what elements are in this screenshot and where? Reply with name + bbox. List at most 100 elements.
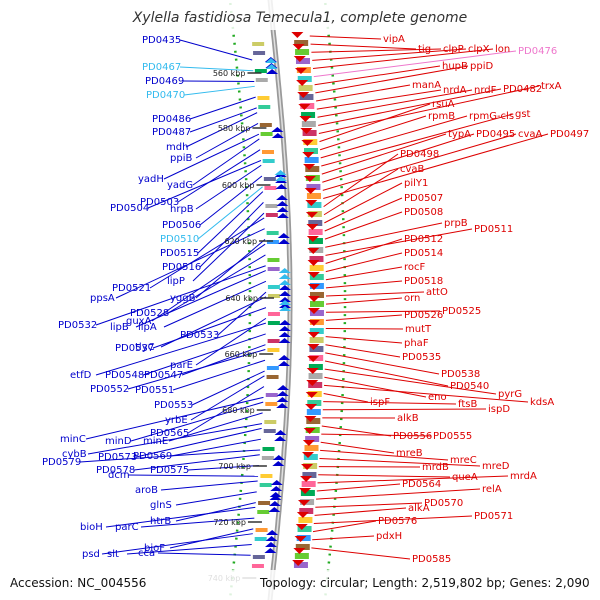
gene-label-PD0578[interactable]: PD0578 bbox=[96, 465, 135, 476]
gene-label-ppsA[interactable]: ppsA bbox=[90, 293, 115, 304]
gene-label-nrdF[interactable]: nrdF bbox=[474, 85, 497, 96]
gene-label-PD0506[interactable]: PD0506 bbox=[162, 220, 201, 231]
gene-label-yggB[interactable]: yggB bbox=[170, 293, 196, 304]
gene-label-yadG[interactable]: yadG bbox=[167, 180, 193, 191]
gene-label-PD0487[interactable]: PD0487 bbox=[152, 127, 191, 138]
gene-label-PD0497[interactable]: PD0497 bbox=[550, 129, 589, 140]
gene-label-glnS[interactable]: glnS bbox=[150, 500, 172, 511]
gene-label-kdsA[interactable]: kdsA bbox=[530, 397, 554, 408]
gene-label-PD0476[interactable]: PD0476 bbox=[518, 46, 557, 57]
gene-label-PD0495[interactable]: PD0495 bbox=[476, 129, 515, 140]
gene-label-hrpB[interactable]: hrpB bbox=[170, 204, 194, 215]
gene-label-nrdA[interactable]: nrdA bbox=[443, 85, 467, 96]
gene-label-mutT[interactable]: mutT bbox=[405, 324, 432, 335]
gene-label-gst[interactable]: gst bbox=[515, 109, 531, 120]
gene-label-pdxH[interactable]: pdxH bbox=[376, 531, 402, 542]
gene-label-mdh[interactable]: mdh bbox=[166, 142, 188, 153]
gene-label-minE[interactable]: minE bbox=[143, 436, 168, 447]
gene-label-trxA[interactable]: trxA bbox=[541, 81, 562, 92]
gene-label-pyrG[interactable]: pyrG bbox=[498, 389, 522, 400]
gene-label-PD0579[interactable]: PD0579 bbox=[42, 457, 81, 468]
gene-label-PD0548[interactable]: PD0548 bbox=[105, 370, 144, 381]
gene-label-minC[interactable]: minC bbox=[60, 434, 86, 445]
gene-label-mrdA[interactable]: mrdA bbox=[510, 471, 537, 482]
gene-label-PD0504[interactable]: PD0504 bbox=[110, 203, 149, 214]
gene-label-lipP[interactable]: lipP bbox=[167, 276, 185, 287]
gene-label-bioF[interactable]: bioF bbox=[144, 543, 165, 554]
gene-label-PD0576[interactable]: PD0576 bbox=[378, 516, 417, 527]
gene-label-guxA[interactable]: guxA bbox=[126, 316, 152, 327]
gene-label-mreB[interactable]: mreB bbox=[396, 448, 423, 459]
gene-label-htrB[interactable]: htrB bbox=[150, 516, 171, 527]
gene-label-PD0521[interactable]: PD0521 bbox=[112, 283, 151, 294]
gene-label-phaF[interactable]: phaF bbox=[404, 338, 429, 349]
gene-label-PD0538[interactable]: PD0538 bbox=[441, 369, 480, 380]
gene-label-rocF[interactable]: rocF bbox=[404, 262, 426, 273]
gene-label-prpB[interactable]: prpB bbox=[444, 218, 468, 229]
gene-label-PD0575[interactable]: PD0575 bbox=[150, 465, 189, 476]
gene-label-PD0515[interactable]: PD0515 bbox=[160, 248, 199, 259]
gene-label-PD0569[interactable]: PD0569 bbox=[133, 451, 172, 462]
gene-label-clpX[interactable]: clpX bbox=[468, 44, 490, 55]
gene-label-mreD[interactable]: mreD bbox=[482, 461, 510, 472]
gene-label-lipA[interactable]: lipA bbox=[138, 322, 157, 333]
gene-label-cvaA[interactable]: cvaA bbox=[518, 129, 543, 140]
gene-label-parC[interactable]: parC bbox=[115, 522, 139, 533]
gene-label-hupB[interactable]: hupB bbox=[442, 61, 468, 72]
gene-label-aroB[interactable]: aroB bbox=[135, 485, 158, 496]
gene-label-PD0435[interactable]: PD0435 bbox=[142, 35, 181, 46]
gene-label-PD0510[interactable]: PD0510 bbox=[160, 234, 199, 245]
gene-label-PD0512[interactable]: PD0512 bbox=[404, 234, 443, 245]
gene-label-PD0571[interactable]: PD0571 bbox=[474, 511, 513, 522]
gene-label-ppiB[interactable]: ppiB bbox=[170, 153, 192, 164]
gene-label-minD[interactable]: minD bbox=[105, 436, 132, 447]
gene-label-lipB[interactable]: lipB bbox=[110, 322, 129, 333]
gene-label-ispF[interactable]: ispF bbox=[370, 397, 390, 408]
gene-label-rpmG-cls[interactable]: rpmG-cls bbox=[469, 111, 514, 122]
gene-label-mreC[interactable]: mreC bbox=[450, 455, 477, 466]
gene-label-parE[interactable]: parE bbox=[170, 360, 193, 371]
gene-label-tlyC[interactable]: tlyC bbox=[135, 342, 155, 353]
gene-label-typA[interactable]: typA bbox=[448, 129, 471, 140]
gene-label-PD0556[interactable]: PD0556 bbox=[393, 431, 432, 442]
gene-label-queA[interactable]: queA bbox=[452, 472, 478, 483]
gene-label-vipA[interactable]: vipA bbox=[383, 34, 405, 45]
gene-label-PD0528[interactable]: PD0528 bbox=[130, 308, 169, 319]
gene-label-PD0565[interactable]: PD0565 bbox=[150, 428, 189, 439]
gene-label-PD0518[interactable]: PD0518 bbox=[404, 276, 443, 287]
gene-label-mrdB[interactable]: mrdB bbox=[422, 462, 449, 473]
gene-label-yadH[interactable]: yadH bbox=[138, 174, 164, 185]
gene-label-ppiD[interactable]: ppiD bbox=[470, 61, 493, 72]
gene-label-PD0503[interactable]: PD0503 bbox=[140, 197, 179, 208]
gene-label-PD0486[interactable]: PD0486 bbox=[152, 114, 191, 125]
gene-label-PD0498[interactable]: PD0498 bbox=[400, 149, 439, 160]
gene-label-pilY1[interactable]: pilY1 bbox=[404, 178, 428, 189]
gene-label-ftsB[interactable]: ftsB bbox=[458, 399, 477, 410]
gene-label-bioH[interactable]: bioH bbox=[80, 522, 103, 533]
gene-label-tig[interactable]: tig bbox=[418, 44, 431, 55]
gene-label-PD0533[interactable]: PD0533 bbox=[180, 330, 219, 341]
gene-label-PD0540[interactable]: PD0540 bbox=[450, 381, 489, 392]
gene-label-alkA[interactable]: alkA bbox=[408, 503, 430, 514]
gene-label-attO[interactable]: attO bbox=[426, 287, 448, 298]
gene-label-alkB[interactable]: alkB bbox=[397, 413, 419, 424]
gene-label-PD0553[interactable]: PD0553 bbox=[154, 400, 193, 411]
gene-label-PD0532[interactable]: PD0532 bbox=[58, 320, 97, 331]
gene-label-PD0526[interactable]: PD0526 bbox=[404, 310, 443, 321]
gene-label-PD0469[interactable]: PD0469 bbox=[145, 76, 184, 87]
gene-label-PD0507[interactable]: PD0507 bbox=[404, 193, 443, 204]
gene-label-PD0514[interactable]: PD0514 bbox=[404, 248, 443, 259]
gene-label-rsuA[interactable]: rsuA bbox=[432, 99, 455, 110]
gene-label-PD0547[interactable]: PD0547 bbox=[144, 370, 183, 381]
gene-label-PD0467[interactable]: PD0467 bbox=[142, 62, 181, 73]
gene-label-cca[interactable]: cca bbox=[138, 548, 155, 559]
gene-label-relA[interactable]: relA bbox=[482, 484, 502, 495]
gene-label-psd[interactable]: psd bbox=[82, 549, 100, 560]
gene-label-PD0537[interactable]: PD0537 bbox=[115, 343, 154, 354]
gene-label-PD0564[interactable]: PD0564 bbox=[402, 479, 441, 490]
gene-label-PD0570[interactable]: PD0570 bbox=[424, 498, 463, 509]
gene-label-manA[interactable]: manA bbox=[412, 80, 441, 91]
gene-label-PD0525[interactable]: PD0525 bbox=[442, 306, 481, 317]
gene-label-orn[interactable]: orn bbox=[404, 293, 420, 304]
gene-label-rpmB[interactable]: rpmB bbox=[428, 111, 455, 122]
